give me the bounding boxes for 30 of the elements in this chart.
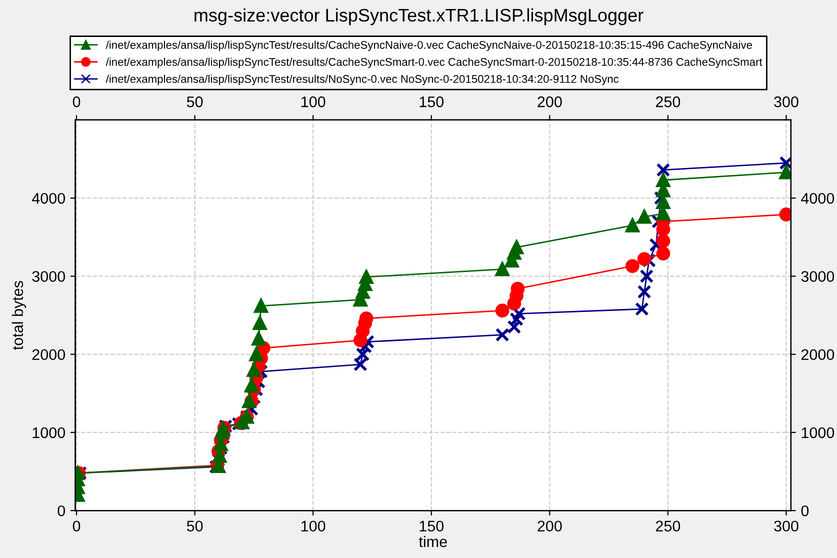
y-tick-label: 1000: [32, 427, 66, 438]
x-tick-label: 0: [72, 520, 80, 532]
legend-label: /inet/examples/ansa/lisp/lispSyncTest/results/CacheSyncNaive-0.vec CacheSyncNaive-0-20150218-10:35:15-496 CacheSyncNaive: [106, 40, 752, 52]
y2-tick-label: 1000: [802, 427, 834, 438]
y-tick-label: 4000: [32, 192, 66, 204]
x2-tick-label: 100: [302, 96, 326, 108]
x-tick-label: 200: [538, 520, 562, 532]
x2-tick-label: 300: [774, 96, 798, 108]
x2-tick-label: 50: [186, 96, 203, 108]
x-tick-label: 300: [774, 520, 798, 532]
x-tick-label: 250: [656, 520, 680, 532]
x-axis-title: time: [418, 536, 447, 548]
y2-tick-label: 4000: [801, 192, 834, 204]
y-tick-label: 0: [58, 505, 66, 516]
legend-label: /inet/examples/ansa/lisp/lispSyncTest/results/NoSync-0.vec NoSync-0-20150218-10:34:20-9112 NoSync: [106, 74, 619, 86]
x-tick-label: 100: [302, 520, 326, 532]
x2-tick-label: 0: [72, 96, 80, 108]
x-tick-label: 150: [420, 520, 444, 532]
chart-title: msg-size:vector LispSyncTest.xTR1.LISP.lispMsgLogger: [194, 8, 644, 26]
x2-tick-label: 250: [656, 96, 680, 108]
y2-tick-label: 3000: [801, 271, 834, 282]
y2-tick-label: 2000: [801, 349, 834, 360]
legend-label: /inet/examples/ansa/lisp/lispSyncTest/results/CacheSyncSmart-0.vec CacheSyncSmart-0-20150218-10:35:44-8736 CacheSyncSmart: [106, 58, 762, 68]
x-tick-label: 50: [186, 520, 203, 532]
y-axis-title: total bytes: [12, 281, 26, 350]
y2-tick-label: 0: [801, 505, 809, 516]
x2-tick-label: 200: [538, 96, 562, 108]
y-tick-label: 3000: [32, 271, 66, 282]
y-tick-label: 2000: [32, 349, 66, 360]
x2-tick-label: 150: [420, 96, 444, 108]
